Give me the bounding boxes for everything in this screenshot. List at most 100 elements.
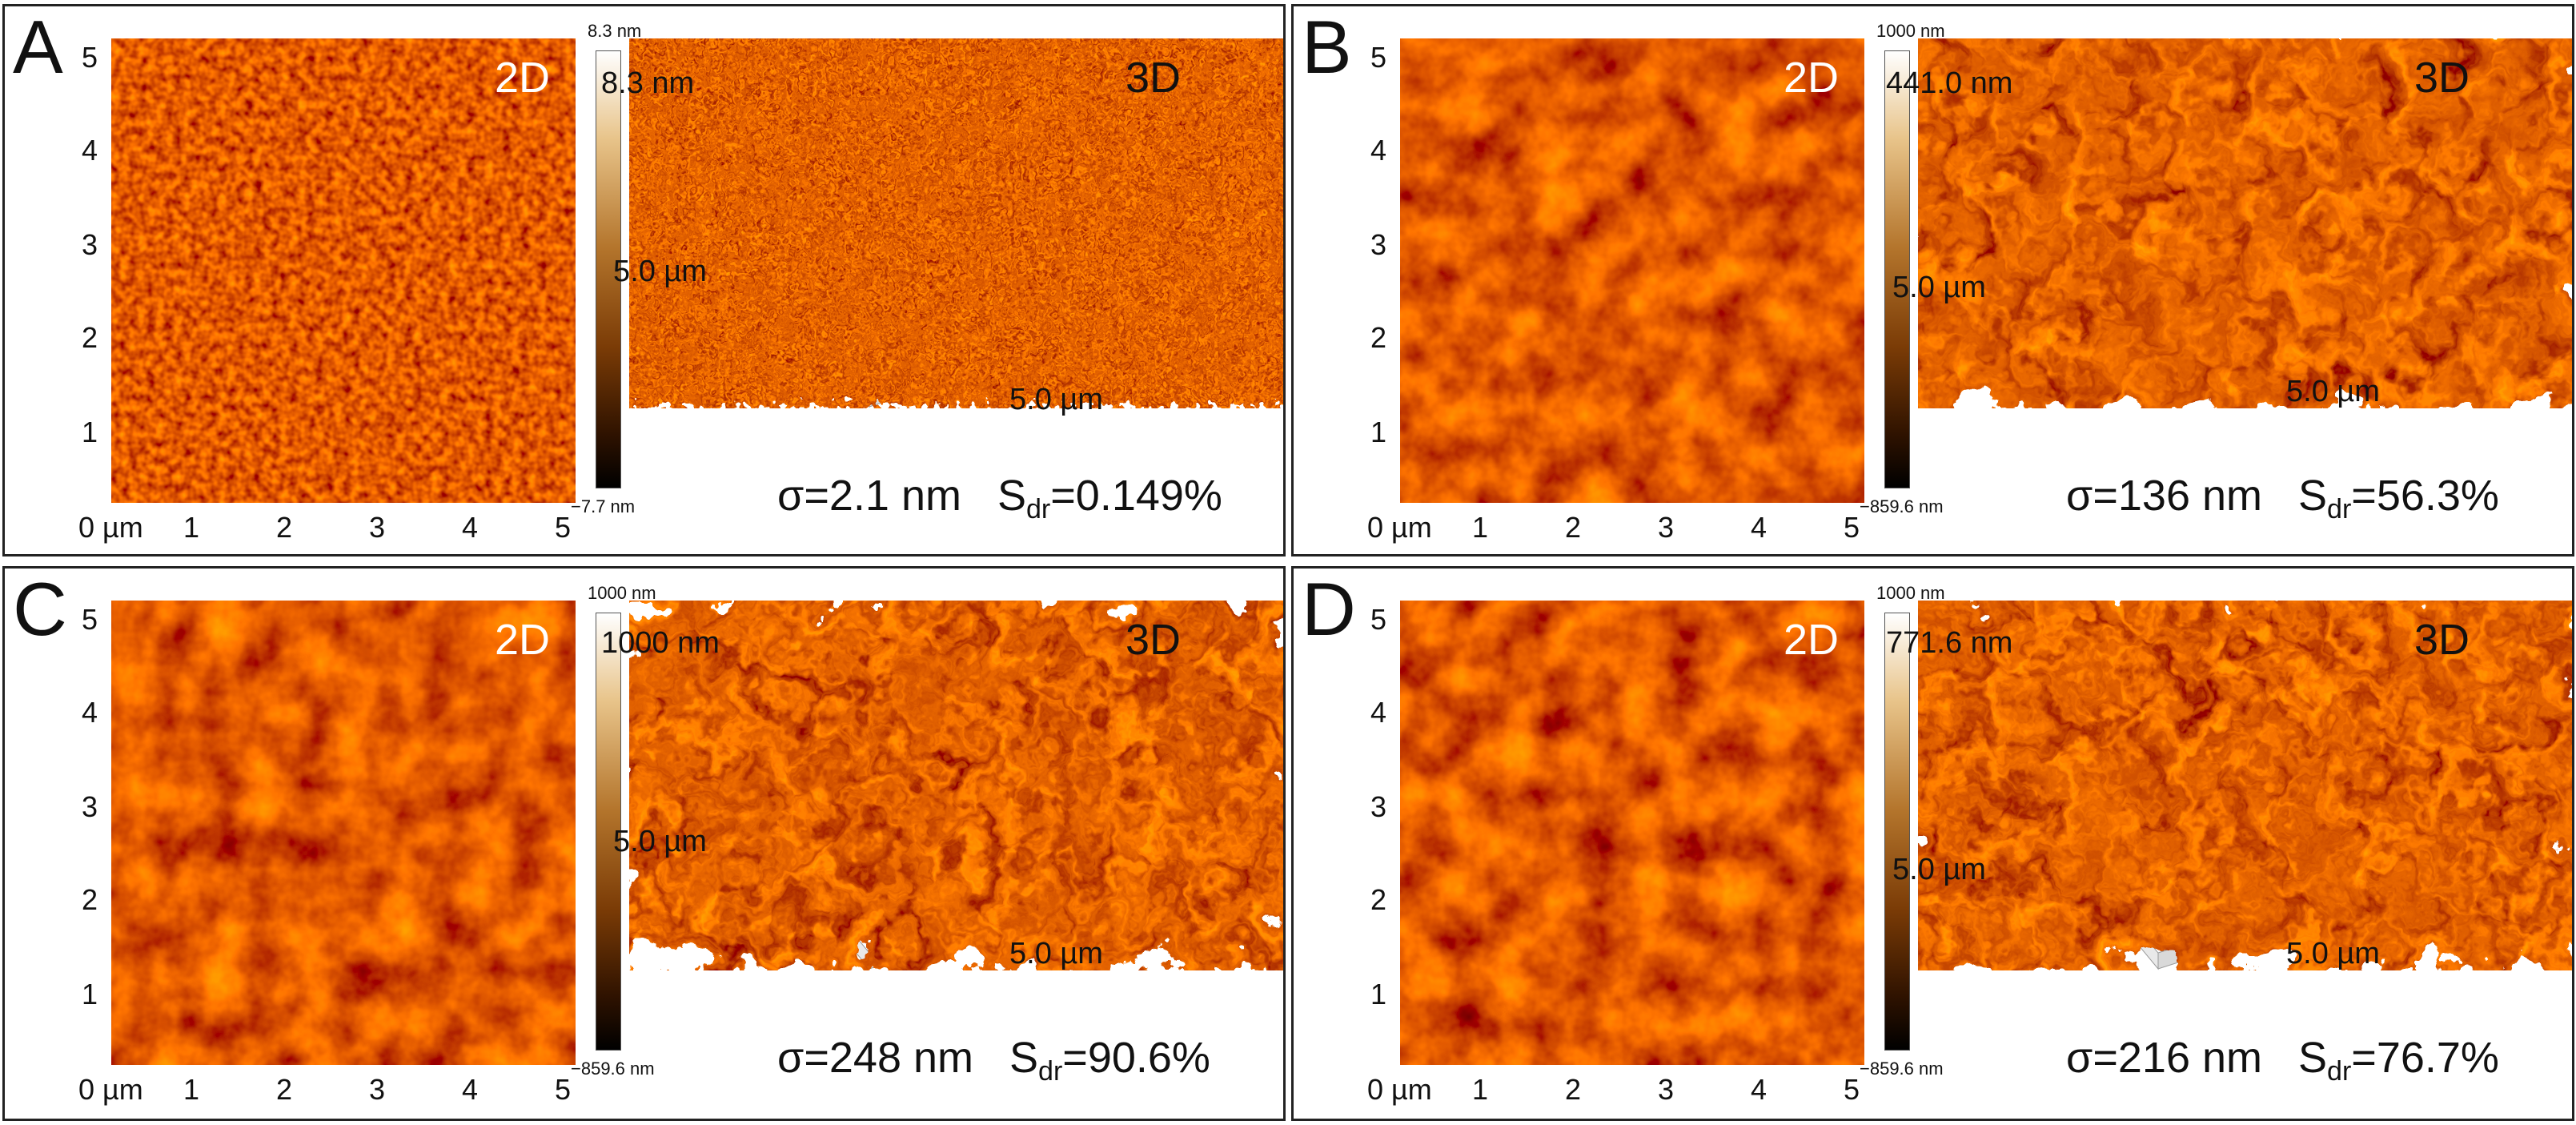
afm-panel-c: C 2D 5 4 3 2 1 0 µm <box>2 566 1286 1121</box>
x-origin-label: 0 µm <box>1367 1073 1432 1106</box>
x-origin-label: 0 µm <box>78 1073 143 1106</box>
y-tick-label: 2 <box>1370 883 1387 916</box>
height-color-bar <box>596 50 621 488</box>
label-2d: 2D <box>1784 54 1840 102</box>
x-tick-label: 5 <box>554 511 572 544</box>
y-tick-label: 1 <box>82 978 98 1010</box>
y-tick-label: 5 <box>82 41 98 74</box>
y-tick-label: 3 <box>1370 228 1387 261</box>
y-tick-label: 4 <box>1370 696 1387 729</box>
afm-3d-surface <box>629 601 1283 1081</box>
color-bar-max: 8.3 nm <box>588 21 642 41</box>
afm-3d-surface <box>1918 601 2572 1081</box>
x-tick-label: 5 <box>1843 1073 1860 1106</box>
x-tick-label: 2 <box>275 511 293 544</box>
color-bar-min: −859.6 nm <box>1860 1059 1944 1079</box>
surface-y-dimension: 5.0 µm <box>1892 271 1986 304</box>
x-tick-label: 2 <box>275 1073 293 1106</box>
y-tick-label: 5 <box>1370 41 1387 74</box>
y-tick-label: 1 <box>1370 416 1387 448</box>
label-3d: 3D <box>1125 616 1182 664</box>
y-tick-label: 1 <box>82 416 98 448</box>
sdr-subscript: dr <box>2327 494 2352 524</box>
panel-letter: A <box>13 5 63 89</box>
y-tick-label: 5 <box>82 603 98 636</box>
sigma-value: 216 nm <box>2117 1034 2262 1082</box>
y-tick-label: 4 <box>1370 134 1387 167</box>
x-tick-label: 1 <box>183 511 200 544</box>
y-tick-label: 3 <box>82 790 98 823</box>
color-bar-max: 1000 nm <box>1876 21 1945 41</box>
roughness-stats: σ=136 nm Sdr=56.3% <box>2066 471 2499 525</box>
sdr-subscript: dr <box>1026 494 1051 524</box>
surface-y-dimension: 5.0 µm <box>613 825 707 858</box>
sdr-subscript: dr <box>2327 1056 2352 1087</box>
sdr-equals: = <box>2351 472 2377 520</box>
y-tick-label: 2 <box>82 883 98 916</box>
sigma-value: 2.1 nm <box>829 472 961 520</box>
label-2d: 2D <box>495 616 551 664</box>
label-3d: 3D <box>2414 616 2470 664</box>
x-tick-label: 3 <box>1657 1073 1675 1106</box>
sigma-prefix: σ= <box>2066 1034 2118 1082</box>
x-origin-label: 0 µm <box>1367 511 1432 544</box>
label-3d: 3D <box>1125 54 1182 102</box>
afm-2d-height-map <box>111 601 576 1065</box>
afm-2d-height-map <box>1400 38 1864 503</box>
panel-letter: B <box>1302 5 1352 89</box>
panel-letter: D <box>1302 567 1356 651</box>
height-color-bar <box>1884 613 1910 1051</box>
x-tick-label: 1 <box>183 1073 200 1106</box>
y-tick-label: 1 <box>1370 978 1387 1010</box>
y-tick-label: 4 <box>82 134 98 167</box>
afm-panel-a: A 2D 5 4 3 2 1 0 µm <box>2 4 1286 556</box>
y-tick-label: 4 <box>82 696 98 729</box>
afm-panel-b: B 2D 5 4 3 2 1 0 µm <box>1291 4 2574 556</box>
roughness-stats: σ=216 nm Sdr=76.7% <box>2066 1033 2499 1087</box>
x-tick-label: 4 <box>1750 1073 1767 1106</box>
x-tick-label: 1 <box>1471 1073 1489 1106</box>
x-tick-label: 3 <box>368 511 386 544</box>
surface-y-dimension: 5.0 µm <box>1892 853 1986 886</box>
y-tick-label: 2 <box>1370 321 1387 354</box>
height-color-bar <box>596 613 621 1051</box>
sigma-prefix: σ= <box>777 1034 829 1082</box>
roughness-stats: σ=2.1 nm Sdr=0.149% <box>777 471 1222 525</box>
roughness-stats: σ=248 nm Sdr=90.6% <box>777 1033 1210 1087</box>
sigma-value: 248 nm <box>829 1034 973 1082</box>
x-tick-label: 5 <box>554 1073 572 1106</box>
x-tick-label: 1 <box>1471 511 1489 544</box>
label-2d: 2D <box>1784 616 1840 664</box>
color-bar-min: −859.6 nm <box>1860 496 1944 516</box>
surface-x-dimension: 5.0 µm <box>1009 937 1103 970</box>
sdr-symbol: S <box>2298 472 2328 520</box>
sdr-symbol: S <box>997 472 1027 520</box>
z-height-label: 8.3 nm <box>601 66 695 100</box>
z-height-label: 1000 nm <box>601 626 720 660</box>
height-color-bar <box>1884 50 1910 488</box>
y-tick-label: 3 <box>1370 790 1387 823</box>
color-bar-max: 1000 nm <box>1876 583 1945 603</box>
y-tick-label: 2 <box>82 321 98 354</box>
sigma-value: 136 nm <box>2117 472 2262 520</box>
color-bar-max: 1000 nm <box>588 583 656 603</box>
y-tick-label: 3 <box>82 228 98 261</box>
x-tick-label: 5 <box>1843 511 1860 544</box>
label-3d: 3D <box>2414 54 2470 102</box>
sigma-prefix: σ= <box>2066 472 2118 520</box>
sigma-prefix: σ= <box>777 472 829 520</box>
x-tick-label: 3 <box>368 1073 386 1106</box>
surface-x-dimension: 5.0 µm <box>1009 383 1103 416</box>
afm-3d-surface <box>629 38 1283 519</box>
afm-3d-surface <box>1918 38 2572 519</box>
panel-letter: C <box>13 567 67 651</box>
x-tick-label: 2 <box>1564 1073 1582 1106</box>
surface-x-dimension: 5.0 µm <box>2286 375 2380 408</box>
x-tick-label: 3 <box>1657 511 1675 544</box>
sdr-value: 0.149% <box>1075 472 1222 520</box>
afm-2d-height-map <box>111 38 576 503</box>
x-tick-label: 4 <box>1750 511 1767 544</box>
sdr-equals: = <box>1050 472 1076 520</box>
surface-x-dimension: 5.0 µm <box>2286 937 2380 970</box>
y-tick-label: 5 <box>1370 603 1387 636</box>
